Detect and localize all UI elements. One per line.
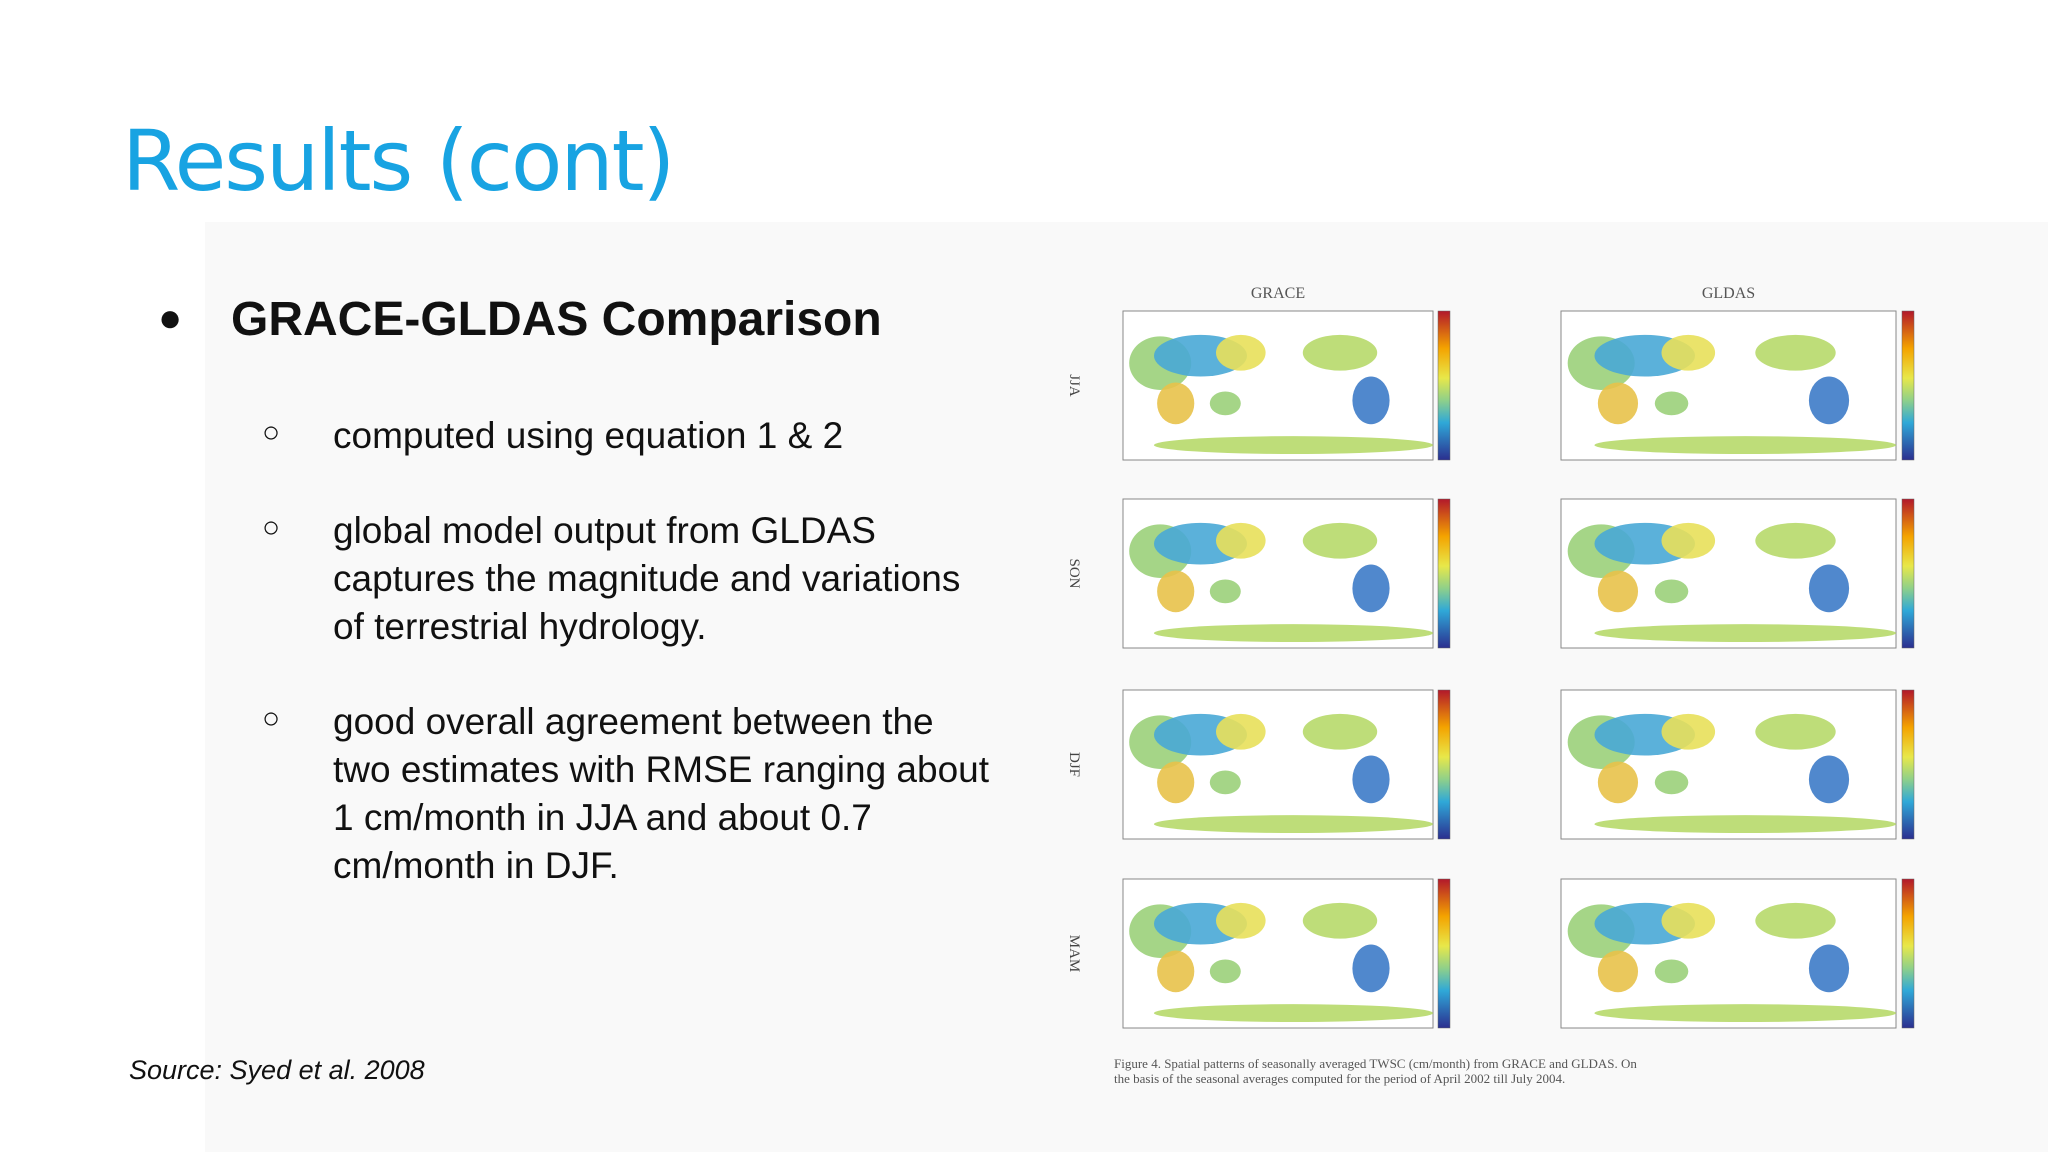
map-region	[1594, 436, 1896, 455]
panel-row-label: DJF	[1066, 752, 1082, 777]
panel-row-label: JJA	[1066, 374, 1082, 397]
map-region	[1755, 522, 1836, 559]
colorbar	[1901, 498, 1915, 649]
map-region	[1597, 570, 1639, 613]
panel-column-title: GRACE	[1251, 285, 1305, 302]
map-region	[1209, 770, 1241, 795]
map-region	[1216, 334, 1266, 371]
sub-bullet: computed using equation 1 & 2	[333, 412, 843, 460]
panel-row-label: MAM	[1066, 935, 1082, 973]
map-region	[1808, 376, 1850, 425]
sub-bullet-line: two estimates with RMSE ranging about	[333, 749, 990, 790]
sub-bullet-line: 1 cm/month in JJA and about 0.7	[333, 797, 872, 838]
bullet-dot: ●	[158, 296, 183, 340]
sub-bullet-line: of terrestrial hydrology.	[333, 606, 707, 647]
map-region	[1808, 755, 1850, 804]
sub-bullet-line: global model output from GLDAS	[333, 510, 876, 551]
map-region	[1302, 902, 1378, 939]
panel-column-title: GLDAS	[1702, 285, 1755, 302]
map-region	[1654, 770, 1689, 795]
colorbar	[1437, 689, 1451, 840]
sub-bullet-marker: ○	[262, 702, 281, 735]
sub-bullet-marker: ○	[262, 511, 281, 544]
map-region	[1154, 815, 1433, 834]
map-region	[1661, 522, 1716, 559]
colorbar	[1901, 878, 1915, 1029]
map-region	[1594, 624, 1896, 643]
colorbar	[1901, 310, 1915, 461]
map-region	[1597, 950, 1639, 993]
panel-row-label: SON	[1066, 558, 1082, 588]
map-region	[1216, 713, 1266, 750]
map-region	[1157, 570, 1195, 613]
map-region	[1157, 382, 1195, 425]
map-region	[1808, 944, 1850, 993]
colorbar	[1437, 878, 1451, 1029]
map-region	[1157, 761, 1195, 804]
source-note: Source: Syed et al. 2008	[129, 1055, 425, 1085]
map-region	[1808, 564, 1850, 613]
sub-bullet-line: good overall agreement between the	[333, 701, 934, 742]
map-region	[1755, 902, 1836, 939]
map-region	[1654, 579, 1689, 604]
map-region	[1661, 713, 1716, 750]
sub-bullet: good overall agreement between the two es…	[333, 698, 989, 890]
map-region	[1302, 713, 1378, 750]
map-region	[1157, 950, 1195, 993]
map-region	[1302, 522, 1378, 559]
slide-title: Results (cont)	[122, 112, 675, 210]
map-region	[1352, 376, 1390, 425]
map-region	[1352, 564, 1390, 613]
map-region	[1597, 761, 1639, 804]
figure-caption: the basis of the seasonal averages compu…	[1114, 1071, 1565, 1086]
map-region	[1594, 1004, 1896, 1023]
map-region	[1154, 624, 1433, 643]
colorbar	[1437, 310, 1451, 461]
map-region	[1661, 902, 1716, 939]
map-region	[1154, 436, 1433, 455]
map-region	[1661, 334, 1716, 371]
map-region	[1597, 382, 1639, 425]
map-region	[1654, 391, 1689, 416]
map-region	[1209, 959, 1241, 984]
map-region	[1154, 1004, 1433, 1023]
sub-bullet: global model output from GLDAS captures t…	[333, 507, 960, 651]
map-region	[1352, 755, 1390, 804]
bullet-heading: GRACE-GLDAS Comparison	[231, 293, 882, 346]
map-region	[1216, 902, 1266, 939]
map-region	[1216, 522, 1266, 559]
map-region	[1654, 959, 1689, 984]
map-region	[1352, 944, 1390, 993]
map-region	[1755, 334, 1836, 371]
map-region	[1755, 713, 1836, 750]
map-region	[1209, 391, 1241, 416]
sub-bullet-line: captures the magnitude and variations	[333, 558, 961, 599]
sub-bullet-line: computed using equation 1 & 2	[333, 415, 844, 456]
map-region	[1302, 334, 1378, 371]
map-region	[1594, 815, 1896, 834]
colorbar	[1437, 498, 1451, 649]
map-region	[1209, 579, 1241, 604]
sub-bullet-line: cm/month in DJF.	[333, 845, 619, 886]
sub-bullet-marker: ○	[262, 416, 281, 449]
colorbar	[1901, 689, 1915, 840]
figure-caption: Figure 4. Spatial patterns of seasonally…	[1114, 1056, 1637, 1071]
